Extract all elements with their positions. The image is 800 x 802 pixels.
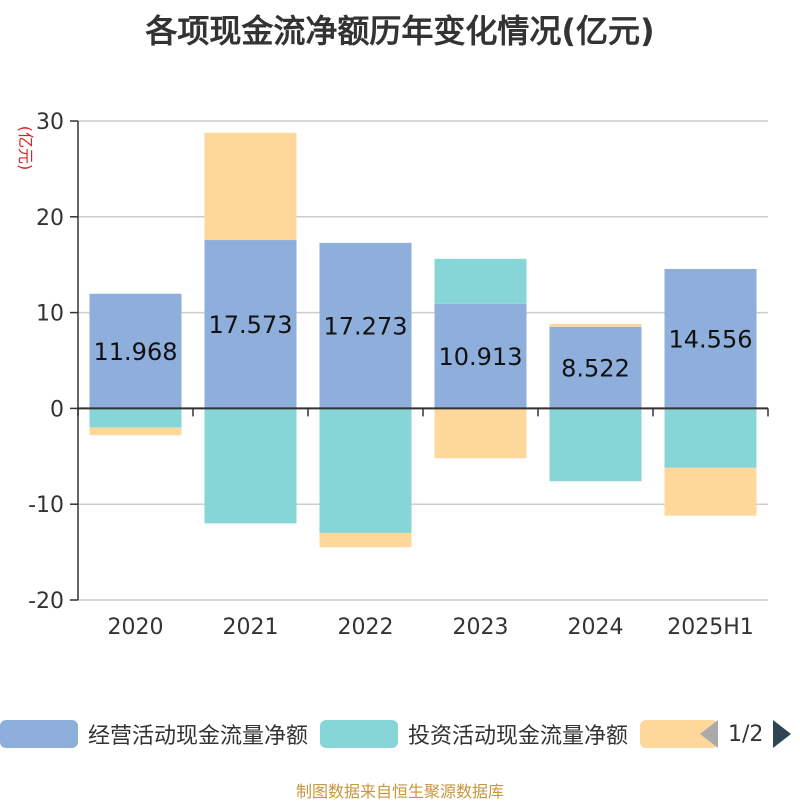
x-tick-label: 2025H1: [667, 615, 754, 640]
bar-2024-series-3: [549, 323, 642, 327]
data-label: 17.273: [324, 313, 408, 341]
bar-2020-series-1: [89, 293, 182, 409]
legend-swatch: [320, 720, 398, 748]
data-label: 10.913: [439, 343, 523, 371]
bar-2021-series-3: [204, 132, 297, 241]
y-tick-label: -10: [28, 493, 64, 518]
legend-swatch: [0, 720, 78, 748]
legend-label: 投资活动现金流量净额: [408, 724, 629, 749]
gridlines: [78, 120, 768, 601]
bar-2025H1-series-2: [664, 408, 757, 468]
legend-label: 经营活动现金流量净额: [88, 724, 309, 749]
bar-2023-series-2: [434, 258, 527, 304]
source-note: 制图数据来自恒生聚源数据库: [295, 782, 504, 801]
data-labels: 11.968 17.573 17.273 10.913 8.522 14.556: [94, 311, 753, 382]
y-tick-label: -20: [28, 589, 64, 614]
bar-2021-series-2: [204, 408, 297, 524]
legend: 经营活动现金流量净额 投资活动现金流量净额: [0, 714, 800, 754]
y-axis-unit: (亿元): [16, 126, 35, 171]
bar-2022-series-1: [319, 242, 412, 409]
legend-pager: 1/2: [700, 714, 792, 754]
bar-2022-series-2: [319, 408, 412, 533]
x-tick-label: 2020: [108, 615, 164, 640]
data-label: 8.522: [561, 355, 630, 383]
bar-2024-series-1: [549, 326, 642, 409]
bar-2023-series-3: [434, 408, 527, 459]
x-tick-label: 2022: [338, 615, 394, 640]
data-label: 11.968: [94, 338, 178, 366]
x-tick-label: 2023: [453, 615, 509, 640]
bar-2024-series-2: [549, 408, 642, 482]
legend-page-indicator: 1/2: [728, 721, 764, 747]
bar-2022-series-3: [319, 532, 412, 548]
chart-title: 各项现金流净额历年变化情况(亿元): [145, 12, 655, 50]
bar-2021-series-1: [204, 240, 297, 409]
bar-2025H1-series-1: [664, 268, 757, 409]
y-tick-label: 10: [36, 302, 64, 327]
y-tick-label: 20: [36, 206, 64, 231]
legend-next-arrow-icon[interactable]: [773, 720, 792, 748]
legend-prev-arrow-icon[interactable]: [700, 720, 718, 748]
bar-2025H1-series-3: [664, 467, 757, 516]
y-tick-label: 0: [50, 397, 64, 422]
legend-item-1[interactable]: 经营活动现金流量净额: [0, 714, 308, 754]
data-label: 14.556: [669, 326, 753, 354]
bar-2020-series-2: [89, 408, 182, 428]
bar-2020-series-3: [89, 427, 182, 436]
legend-item-2[interactable]: 投资活动现金流量净额: [320, 714, 628, 754]
bars: [89, 132, 757, 548]
x-tick-label: 2021: [223, 615, 279, 640]
data-label: 17.573: [209, 311, 293, 339]
bar-2023-series-1: [434, 303, 527, 409]
y-tick-label: 30: [36, 110, 64, 135]
x-tick-label: 2024: [568, 615, 624, 640]
axes: -20 -10 0 10 20 30 2020 2021 2022 2023 2024 2025H1: [28, 110, 769, 640]
